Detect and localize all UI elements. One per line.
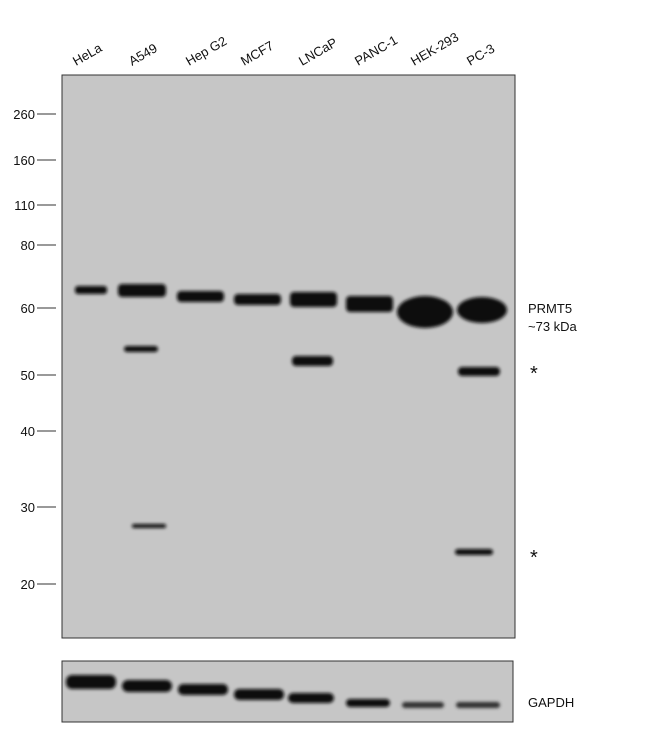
band [75,286,107,294]
band [132,524,166,528]
marker-label: 110 [14,198,35,213]
marker-label: 260 [13,107,35,122]
marker-label: 60 [21,301,35,316]
band [122,680,172,692]
band [178,684,228,695]
lane-label: PANC-1 [352,32,400,68]
band [458,367,500,376]
band [177,291,224,302]
lane-label: MCF7 [238,38,276,69]
lane-label: PC-3 [464,41,497,69]
band [457,297,507,323]
band [234,294,281,305]
band [66,675,116,689]
marker-label: 50 [21,368,35,383]
band [455,549,493,555]
band [456,702,500,708]
target-label: PRMT5 [528,301,572,316]
marker-label: 80 [21,238,35,253]
asterisk: * [530,363,538,385]
band [234,689,284,700]
band [290,292,337,307]
marker-label: 30 [21,500,35,515]
band [346,699,390,707]
lane-label: HeLa [70,40,105,69]
marker-label: 160 [13,153,35,168]
lane-label: HEK-293 [408,29,461,68]
band [288,693,334,703]
loading-control-label: GAPDH [528,695,574,710]
marker-ladder: 260 160 110 80 60 50 40 30 20 [13,107,56,592]
lane-labels: HeLa A549 Hep G2 MCF7 LNCaP PANC-1 HEK-293 PC-3 [70,29,497,68]
main-blot [61,74,516,639]
band [397,296,453,328]
lane-label: LNCaP [296,35,340,69]
band [124,346,158,352]
lane-label: Hep G2 [183,33,229,68]
band [118,284,166,297]
marker-label: 40 [21,424,35,439]
band [402,702,444,708]
prmt5-bands [75,284,507,555]
marker-label: 20 [21,577,35,592]
band [346,296,393,312]
gapdh-bands [66,675,500,708]
asterisk: * [530,547,538,569]
size-label: ~73 kDa [528,319,578,334]
band [292,356,333,366]
lane-label: A549 [126,40,160,68]
